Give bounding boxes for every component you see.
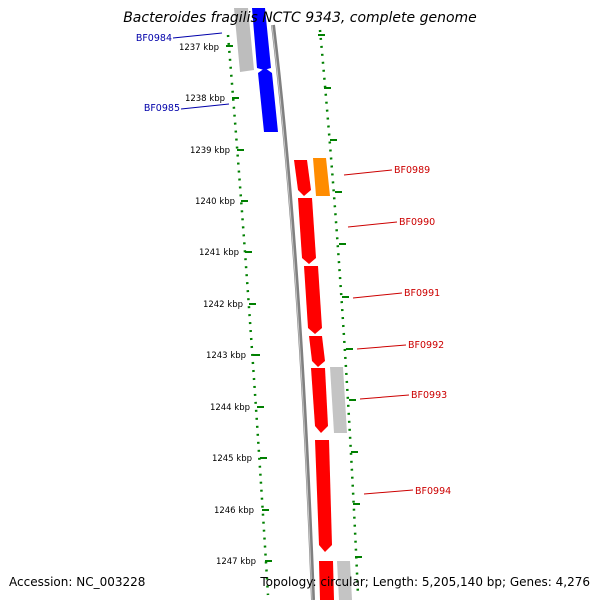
gene-bf0990 — [298, 198, 316, 264]
gene-features — [234, 8, 352, 600]
genome-backbone — [271, 24, 315, 600]
gene-labels: BF0984 BF0985 BF0989 BF0990 BF0991 BF099… — [136, 32, 451, 497]
gene-grey-1244 — [330, 367, 347, 433]
leader-line-bf0994 — [363, 489, 414, 495]
leader-line-bf0992 — [356, 344, 407, 350]
gene-grey-top — [234, 8, 254, 72]
gene-grey-1247 — [337, 561, 352, 600]
leader-line-bf0993 — [359, 394, 410, 400]
gene-label-bf0989: BF0989 — [394, 165, 430, 176]
gene-red-1239 — [294, 160, 311, 196]
gene-label-bf0985: BF0985 — [144, 103, 180, 114]
leader-line-bf0985 — [180, 103, 230, 110]
gene-label-bf0984: BF0984 — [136, 33, 172, 44]
gene-bf0984 — [252, 8, 271, 70]
ruler-label: 1245 kbp — [212, 454, 252, 464]
ruler-label: 1247 kbp — [216, 557, 256, 567]
gene-label-bf0991: BF0991 — [404, 288, 440, 299]
ruler-label: 1242 kbp — [203, 300, 243, 310]
gene-bf0985 — [258, 68, 278, 132]
ruler-label: 1240 kbp — [195, 197, 235, 207]
ruler-label: 1243 kbp — [206, 351, 246, 361]
ruler-label: 1246 kbp — [214, 506, 254, 516]
gene-bf0989 — [313, 158, 330, 196]
gene-red-1247 — [319, 561, 334, 600]
genome-backbone-highlight — [271, 24, 313, 600]
gene-bf0993 — [311, 368, 328, 433]
gene-label-bf0994: BF0994 — [415, 486, 451, 497]
gene-bf0991 — [304, 266, 322, 334]
inner-dotted-ring — [226, 34, 270, 596]
gene-label-bf0993: BF0993 — [411, 390, 447, 401]
accession-text: Accession: NC_003228 — [9, 575, 146, 589]
gene-label-bf0992: BF0992 — [408, 340, 444, 351]
ruler-label: 1237 kbp — [179, 43, 219, 53]
gene-bf0992 — [309, 336, 325, 367]
ruler-label: 1238 kbp — [185, 94, 225, 104]
ruler-label: 1239 kbp — [190, 146, 230, 156]
map-title: Bacteroides fragilis NCTC 9343, complete… — [123, 10, 477, 26]
outer-ring-ticks — [318, 34, 362, 558]
ruler-ticks — [226, 45, 272, 562]
leader-line-bf0989 — [343, 169, 393, 176]
ruler-labels: 1237 kbp 1238 kbp 1239 kbp 1240 kbp 1241… — [179, 43, 256, 567]
gene-bf0994 — [315, 440, 332, 552]
ruler-label: 1244 kbp — [210, 403, 250, 413]
gene-label-bf0990: BF0990 — [399, 217, 435, 228]
topology-text: Topology: circular; Length: 5,205,140 bp… — [260, 575, 590, 589]
leader-line-bf0991 — [352, 292, 403, 299]
leader-line-bf0984 — [172, 32, 223, 39]
ruler-label: 1241 kbp — [199, 248, 239, 258]
leader-line-bf0990 — [347, 221, 398, 228]
